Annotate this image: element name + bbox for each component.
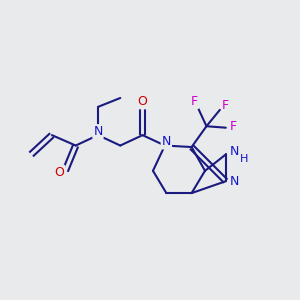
- Text: N: N: [230, 175, 239, 188]
- Text: F: F: [222, 99, 230, 112]
- Text: F: F: [191, 95, 198, 108]
- Text: O: O: [54, 166, 64, 179]
- Text: N: N: [230, 145, 239, 158]
- Text: O: O: [138, 95, 148, 108]
- Text: N: N: [93, 125, 103, 138]
- Text: N: N: [162, 136, 171, 148]
- Text: H: H: [240, 154, 248, 164]
- Text: F: F: [230, 120, 237, 133]
